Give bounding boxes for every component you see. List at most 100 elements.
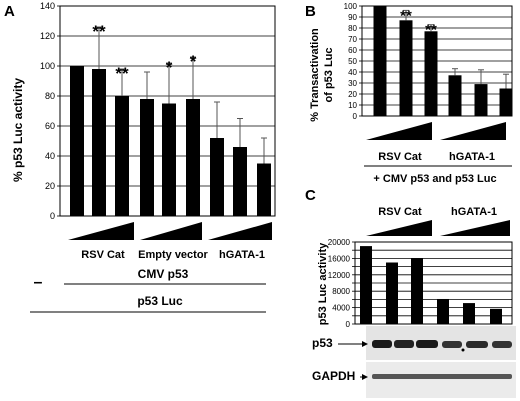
c-tick-label: 20000 [328,238,351,247]
a-tick-label: 140 [40,1,55,11]
panel-c-group-rsv-cat: RSV Cat [378,206,422,218]
a-tick-label: 0 [50,211,55,221]
panel-b-bottom-label: + CMV p53 and p53 Luc [373,173,496,185]
c-tick-label: 0 [346,320,351,329]
c-bar [437,298,449,324]
c-bar [411,258,423,324]
a-bar [257,163,271,216]
dose-ramp-empty-vector [140,222,202,240]
b-tick-label: 70 [348,35,357,44]
panel-b-group-rsv-cat: RSV Cat [378,151,422,163]
panel-b-yticks: 0 10 20 30 40 50 60 70 80 90 100 [344,2,362,121]
panel-c-gridlines [355,241,512,325]
dose-ramp-hgata1 [208,222,272,240]
panel-a-errorbars [96,26,267,164]
western-blot-gapdh [366,362,516,398]
c-tick-label: 8000 [332,287,350,296]
blot-gapdh-background [366,362,516,398]
group-label-hgata1: hGATA-1 [219,249,265,261]
c-tick-label: 4000 [332,304,350,313]
arrow-p53-head [362,341,368,347]
panel-c-bars [360,246,502,324]
b-tick-label: 80 [348,24,357,33]
a-tick-label: 60 [45,121,55,131]
panel-b-group-hgata1: hGATA-1 [449,151,495,163]
panel-c-letter: C [305,187,316,204]
panel-c: C RSV Cat hGATA-1 p53 Luc activity 0 4000… [305,187,516,398]
panel-b-significance: ** ** [400,7,437,38]
a-significance-mark: * [190,52,197,71]
a-bar [186,99,200,216]
a-tick-label: 100 [40,61,55,71]
blot-p53-band-6 [492,341,512,348]
b-tick-label: 30 [348,79,357,88]
blot-p53-speck [461,348,465,352]
a-significance-mark: * [166,58,173,77]
panel-b-ylabel-line2: of p53 Luc [323,47,335,102]
b-bar [399,20,413,116]
dose-ramp-c-rsv-cat [366,220,432,236]
blot-label-gapdh: GAPDH [312,369,355,383]
b-tick-label: 60 [348,46,357,55]
p53-luc-label: p53 Luc [137,294,183,308]
dose-ramp-b-rsv-cat [366,122,432,140]
b-bar [499,88,513,116]
panel-a-ylabel: % p53 Luc activity [11,78,25,182]
a-significance-mark: ** [92,22,106,41]
dose-ramp-c-hgata1 [440,220,510,236]
b-tick-label: 20 [348,90,357,99]
dose-ramp-b-hgata1 [440,122,506,140]
b-tick-label: 50 [348,57,357,66]
b-tick-label: 100 [344,2,358,11]
blot-gapdh-band [372,374,512,379]
b-tick-label: 10 [348,101,357,110]
panel-b-letter: B [305,3,316,20]
arrow-gapdh-head [362,374,368,380]
panel-a-yticks: 0 20 40 60 80 100 120 140 [40,1,60,221]
blot-p53-band-5 [466,341,488,348]
a-tick-label: 40 [45,151,55,161]
a-bar [92,69,106,216]
group-label-empty-vector: Empty vector [138,249,208,261]
a-bar [115,96,129,216]
b-tick-label: 90 [348,13,357,22]
blot-p53-band-4 [442,341,462,348]
panel-b-ylabel-line1: % Transactivation [309,28,321,122]
a-tick-label: 80 [45,91,55,101]
c-bar [490,308,502,324]
panel-a-letter: A [4,3,15,20]
a-bar [140,99,154,216]
a-bar [210,138,224,216]
b-bar [424,31,438,116]
a-tick-label: 120 [40,31,55,41]
a-tick-label: 20 [45,181,55,191]
blot-p53-band-2 [394,340,414,348]
b-significance-mark: ** [425,22,437,39]
b-tick-label: 40 [348,68,357,77]
c-bar [386,262,398,324]
western-blot-p53 [366,326,516,360]
panel-c-ylabel: p53 Luc activity [317,242,329,325]
a-bar [162,103,176,216]
panel-a-bars [70,66,271,216]
blot-label-p53: p53 [312,336,333,350]
c-bar [360,246,372,324]
a-significance-mark: ** [115,64,129,83]
blot-p53-band-1 [372,340,392,348]
panel-b-errorbars [403,9,509,89]
a-bar [233,147,247,216]
b-bar [373,6,387,116]
b-significance-mark: ** [400,7,412,24]
panel-c-group-hgata1: hGATA-1 [451,206,497,218]
a-bar [70,66,84,216]
panel-c-yticks: 0 4000 8000 12000 16000 20000 [328,238,355,329]
panel-b-plot-frame [361,5,513,117]
panel-a-significance: **** * * [92,22,196,83]
c-tick-label: 16000 [328,254,351,263]
c-tick-label: 12000 [328,271,351,280]
dose-ramp-rsv-cat [68,222,134,240]
panel-a: A % p53 Luc activity 020406080100120140 … [4,1,276,313]
panel-a-plot-frame [59,5,276,217]
cmv-p53-label: CMV p53 [138,267,189,281]
